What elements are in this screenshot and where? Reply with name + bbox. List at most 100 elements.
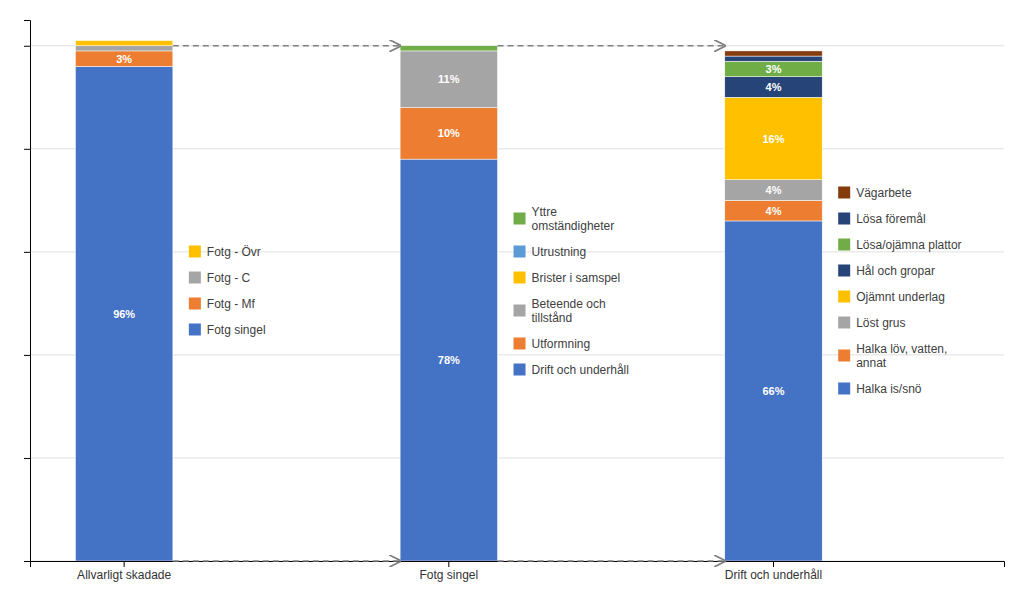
legend-label: Fotg singel	[207, 323, 266, 337]
legend-label-line: Utrustning	[532, 245, 587, 259]
bar-segment	[725, 180, 822, 201]
legend-label: Vägarbete	[856, 186, 912, 200]
bar-segment	[725, 97, 822, 179]
arrow	[498, 560, 725, 562]
x-tick-mark	[124, 561, 125, 567]
y-tick-mark	[24, 355, 30, 356]
y-tick-mark	[24, 149, 30, 150]
x-tick: Fotg singel	[419, 561, 478, 582]
legend-swatch	[838, 239, 850, 251]
legend-label: Beteende ochtillstånd	[532, 297, 606, 325]
x-axis-line	[31, 562, 1005, 568]
legend-label: Halka löv, vatten,annat	[856, 342, 947, 370]
legend-swatch	[838, 383, 850, 395]
legend-label-line: annat	[856, 356, 887, 370]
arrow	[173, 560, 400, 562]
bar-segment	[725, 221, 822, 561]
legend-swatch	[838, 187, 850, 199]
grid	[30, 46, 1004, 561]
legend-swatch	[838, 265, 850, 277]
y-tick	[24, 458, 30, 459]
legend-label-line: Lösa föremål	[856, 212, 925, 226]
y-tick-mark	[24, 561, 30, 562]
y-tick	[24, 561, 30, 562]
legend-swatch	[514, 305, 526, 317]
y-axis-line	[24, 21, 31, 562]
chart: Allvarligt skadade Fotg singel Drift och u…	[0, 0, 1024, 601]
bar-segment	[725, 51, 822, 56]
data-label: 66%	[762, 385, 784, 397]
data-label: 96%	[113, 308, 135, 320]
bars	[75, 41, 822, 561]
legend-swatch	[838, 350, 850, 362]
legend-label-line: Fotg - C	[207, 271, 251, 285]
data-label: 78%	[438, 354, 460, 366]
bar-segment	[400, 159, 497, 561]
legend-label: Fotg - C	[207, 271, 251, 285]
y-tick	[24, 46, 30, 47]
legend-label: Fotg - Övr	[207, 245, 261, 259]
legend-swatch	[189, 324, 201, 336]
legend-label: Halka is/snö	[856, 382, 922, 396]
legend-label: Drift och underhåll	[532, 363, 629, 377]
grid-line	[30, 148, 1004, 149]
bar-segment	[75, 66, 172, 561]
grid-line	[30, 457, 1004, 458]
legend-swatch	[189, 272, 201, 284]
legend-label: Utformning	[532, 337, 591, 351]
data-label: 4%	[766, 205, 782, 217]
legend-label-line: omständigheter	[532, 219, 615, 233]
x-tick-label: Drift och underhåll	[725, 568, 822, 582]
legend-swatch	[514, 272, 526, 284]
bar-segment	[725, 77, 822, 98]
x-tick-label: Allvarligt skadade	[77, 568, 171, 582]
legend-label-line: Utformning	[532, 337, 591, 351]
bar-segment	[400, 108, 497, 160]
legend-label: Ojämnt underlag	[856, 290, 945, 304]
x-tick-mark	[773, 561, 774, 567]
legend-label-line: tillstånd	[532, 311, 573, 325]
legend-swatch	[514, 246, 526, 258]
legend-label-line: Beteende och	[532, 297, 606, 311]
data-label: 16%	[762, 133, 784, 145]
legend-label: Yttreomständigheter	[532, 205, 615, 233]
arrow	[498, 45, 725, 47]
legend-label-line: Drift och underhåll	[532, 363, 629, 377]
legend-label: Fotg - Mf	[207, 297, 256, 311]
y-tick-mark	[24, 252, 30, 253]
data-label: 10%	[438, 127, 460, 139]
y-axis	[24, 21, 31, 562]
legend-label-line: Vägarbete	[856, 186, 912, 200]
legend-label: Lösa föremål	[856, 212, 925, 226]
data-labels: 96%3%78%10%11%66%4%4%16%4%3%	[113, 53, 785, 397]
legend-label-line: Ojämnt underlag	[856, 290, 945, 304]
x-tick-mark	[448, 561, 449, 567]
legend-label-line: Löst grus	[856, 316, 905, 330]
legend-swatch	[514, 338, 526, 350]
legend-swatch	[838, 291, 850, 303]
data-label: 3%	[116, 53, 132, 65]
legend-label-line: Fotg singel	[207, 323, 266, 337]
legend-label-line: Hål och gropar	[856, 264, 935, 278]
x-axis: Allvarligt skadade Fotg singel Drift och u…	[31, 561, 1005, 582]
bar-segment	[75, 41, 172, 46]
legend-swatch	[189, 246, 201, 258]
legend-label-line: Lösa/ojämna plattor	[856, 238, 961, 252]
y-tick-mark	[24, 46, 30, 47]
legend-label-line: Fotg - Övr	[207, 245, 261, 259]
bar-segment	[725, 61, 822, 76]
legend-label: Löst grus	[856, 316, 905, 330]
legend-swatch	[189, 298, 201, 310]
legend-swatch	[838, 213, 850, 225]
legend-label: Utrustning	[532, 245, 587, 259]
bar-segment	[725, 56, 822, 61]
data-label: 3%	[766, 63, 782, 75]
y-tick-mark	[24, 458, 30, 459]
y-tick	[24, 149, 30, 150]
legend-swatch	[514, 364, 526, 376]
data-label: 4%	[766, 81, 782, 93]
legend-swatch	[514, 213, 526, 225]
legend-label-line: Halka is/snö	[856, 382, 922, 396]
grid-line	[30, 45, 1004, 46]
annotations	[173, 46, 725, 561]
